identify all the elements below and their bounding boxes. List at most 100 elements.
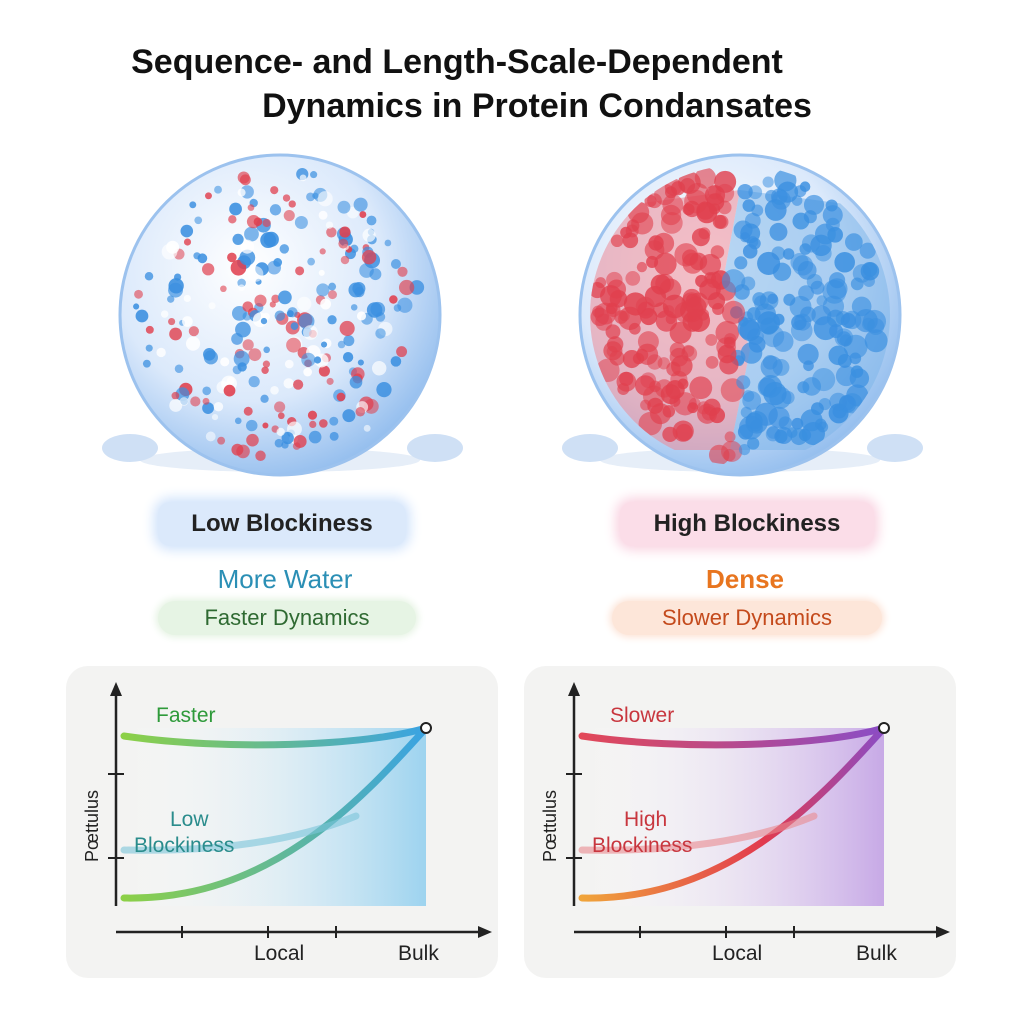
- protein-bead: [739, 232, 751, 243]
- protein-bead: [610, 234, 624, 248]
- high-blockiness-droplet: [550, 150, 930, 490]
- protein-bead: [269, 301, 276, 308]
- protein-bead: [160, 310, 169, 318]
- protein-bead: [362, 228, 376, 242]
- protein-bead: [699, 278, 721, 301]
- faster-label: Faster: [156, 704, 216, 727]
- protein-bead: [168, 278, 184, 294]
- protein-bead: [714, 170, 737, 193]
- protein-bead: [342, 352, 354, 363]
- protein-bead: [318, 269, 325, 276]
- protein-bead: [672, 420, 694, 442]
- protein-bead: [631, 212, 654, 235]
- protein-bead: [635, 375, 656, 396]
- protein-bead: [717, 200, 732, 215]
- protein-bead: [169, 327, 182, 341]
- bulk-endpoint-marker: [420, 722, 432, 734]
- protein-bead: [185, 336, 201, 351]
- protein-bead: [670, 370, 688, 389]
- protein-bead: [307, 257, 315, 266]
- protein-bead: [260, 394, 269, 403]
- protein-bead: [283, 209, 295, 222]
- protein-bead: [765, 426, 781, 442]
- protein-bead: [343, 335, 355, 347]
- faster-dynamics-label: Faster Dynamics: [158, 601, 416, 635]
- protein-bead: [603, 341, 623, 361]
- protein-bead: [772, 331, 794, 352]
- protein-bead: [803, 360, 814, 372]
- protein-bead: [144, 271, 154, 281]
- protein-bead: [135, 309, 149, 323]
- protein-bead: [309, 420, 317, 428]
- protein-bead: [698, 227, 711, 240]
- protein-bead: [828, 345, 849, 366]
- protein-bead: [179, 397, 189, 406]
- protein-bead: [247, 266, 264, 282]
- protein-bead: [246, 419, 258, 432]
- protein-bead: [600, 285, 622, 307]
- protein-bead: [277, 412, 285, 420]
- protein-bead: [390, 356, 402, 367]
- protein-bead: [389, 295, 398, 304]
- bubble-cluster: [102, 434, 158, 462]
- low-blockiness-droplet: [90, 150, 470, 490]
- protein-bead: [243, 406, 253, 416]
- protein-bead: [792, 255, 814, 276]
- protein-bead: [687, 402, 699, 414]
- protein-bead: [622, 232, 639, 249]
- protein-bead: [260, 232, 277, 249]
- protein-bead: [217, 436, 226, 445]
- protein-bead: [762, 176, 774, 188]
- protein-bead: [782, 248, 795, 260]
- protein-bead: [797, 381, 810, 394]
- high-blockiness-label: High Blockiness: [620, 502, 874, 546]
- protein-bead: [396, 346, 408, 358]
- protein-bead: [356, 311, 367, 321]
- protein-bead: [340, 255, 350, 265]
- protein-bead: [619, 310, 630, 322]
- protein-bead: [638, 411, 663, 436]
- slower-dynamics-label: Slower Dynamics: [612, 601, 882, 635]
- protein-bead: [606, 271, 623, 289]
- protein-bead: [646, 255, 659, 268]
- protein-bead: [686, 296, 707, 317]
- x-tick-label-local: Local: [712, 942, 763, 965]
- protein-bead: [644, 194, 657, 207]
- protein-bead: [723, 336, 736, 349]
- protein-bead: [203, 348, 216, 361]
- protein-bead: [375, 328, 386, 339]
- protein-bead: [308, 430, 322, 444]
- dense-label: Dense: [705, 564, 785, 594]
- protein-bead: [862, 309, 887, 334]
- protein-bead: [236, 444, 250, 459]
- protein-bead: [133, 303, 140, 310]
- protein-bead: [337, 200, 351, 214]
- protein-bead: [288, 200, 296, 208]
- protein-bead: [287, 307, 298, 318]
- protein-bead: [764, 199, 787, 221]
- protein-bead: [741, 276, 756, 291]
- protein-bead: [339, 226, 351, 238]
- protein-bead: [375, 312, 386, 322]
- protein-bead: [213, 401, 224, 412]
- high-blockiness-chart-plot: [566, 682, 950, 938]
- protein-bead: [320, 341, 328, 348]
- protein-bead: [193, 252, 201, 260]
- lower-curve: [578, 724, 888, 902]
- protein-bead: [619, 371, 634, 386]
- protein-bead: [684, 189, 708, 214]
- protein-bead: [248, 375, 260, 388]
- protein-bead: [769, 386, 792, 409]
- protein-bead: [297, 296, 312, 312]
- protein-bead: [211, 413, 219, 421]
- protein-bead: [353, 197, 368, 212]
- protein-bead: [864, 329, 888, 353]
- protein-bead: [376, 382, 392, 398]
- protein-bead: [760, 317, 778, 335]
- protein-bead: [244, 226, 259, 242]
- protein-bead: [834, 251, 855, 273]
- protein-bead: [359, 211, 367, 218]
- protein-bead: [350, 304, 358, 311]
- protein-bead: [303, 325, 318, 340]
- figure-title: Sequence- and Length-Scale-Dependent Dyn…: [0, 40, 1024, 128]
